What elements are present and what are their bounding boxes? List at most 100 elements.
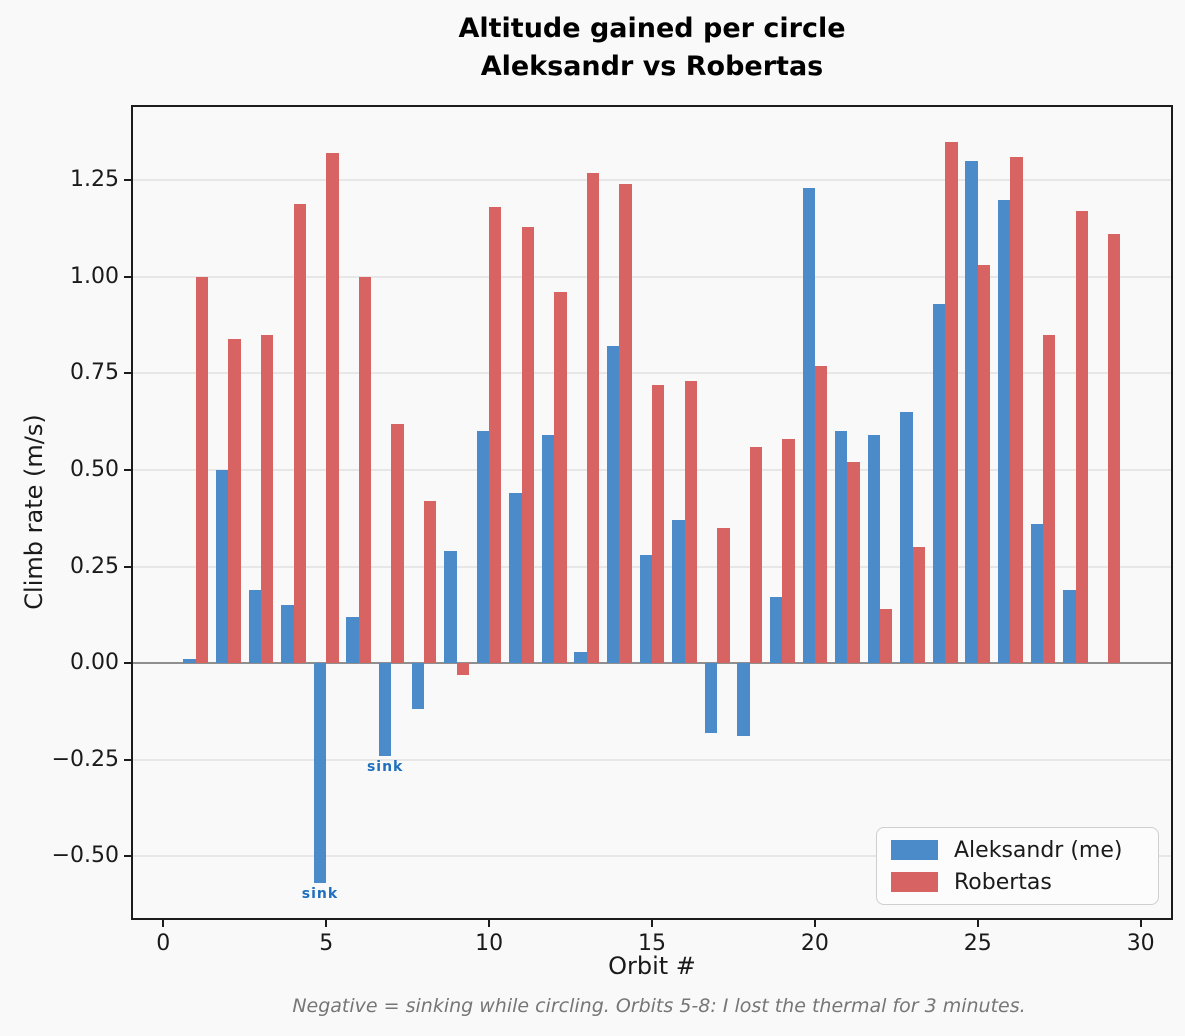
bar-aleksandr-orbit-26 — [998, 199, 1011, 664]
y-tick-label-−0.50: −0.50 — [51, 843, 119, 869]
chart-title-line2: Aleksandr vs Robertas — [480, 51, 824, 83]
gridline-y-1.25 — [133, 179, 1171, 182]
bar-aleksandr-orbit-23 — [900, 412, 913, 664]
bar-robertas-orbit-24 — [945, 141, 958, 664]
gridline-y-−0.25 — [133, 758, 1171, 761]
bar-aleksandr-orbit-28 — [1063, 589, 1076, 664]
x-tick-label-0: 0 — [156, 931, 171, 956]
x-tick-label-5: 5 — [319, 931, 334, 956]
y-tick-mark-−0.25 — [124, 758, 133, 761]
y-tick-label-0.75: 0.75 — [70, 360, 119, 386]
y-tick-mark-1.00 — [124, 275, 133, 278]
bar-robertas-orbit-21 — [847, 462, 860, 664]
sink-annotation-1: sink — [301, 886, 339, 903]
bar-robertas-orbit-8 — [423, 500, 437, 664]
legend-swatch-robertas — [891, 872, 938, 892]
x-tick-mark-25 — [976, 918, 979, 927]
y-tick-label-1.25: 1.25 — [70, 167, 119, 193]
bar-robertas-orbit-16 — [684, 381, 697, 664]
bar-aleksandr-orbit-21 — [835, 431, 848, 664]
bar-robertas-orbit-25 — [977, 265, 991, 664]
bar-robertas-orbit-23 — [912, 547, 925, 664]
bar-robertas-orbit-5 — [326, 153, 339, 664]
bar-aleksandr-orbit-3 — [248, 589, 262, 664]
legend-swatch-aleksandr — [891, 840, 938, 860]
gridline-y-0.00 — [133, 662, 1171, 665]
bar-aleksandr-orbit-16 — [672, 520, 685, 664]
bar-robertas-orbit-3 — [261, 334, 274, 664]
bar-aleksandr-orbit-25 — [965, 161, 978, 664]
bar-aleksandr-orbit-22 — [867, 435, 881, 664]
x-tick-label-20: 20 — [800, 931, 829, 956]
bar-aleksandr-orbit-1 — [183, 659, 196, 664]
bar-aleksandr-orbit-6 — [346, 616, 359, 664]
bar-robertas-orbit-22 — [880, 609, 893, 664]
plot-area: sink sink — [133, 107, 1171, 918]
bar-aleksandr-orbit-12 — [541, 435, 555, 664]
bar-robertas-orbit-6 — [358, 276, 372, 664]
bar-robertas-orbit-26 — [1010, 157, 1023, 664]
bar-robertas-orbit-10 — [489, 207, 502, 664]
y-tick-label-1.00: 1.00 — [70, 263, 119, 289]
legend-item-robertas: Robertas — [891, 870, 1144, 895]
bar-aleksandr-orbit-10 — [476, 431, 490, 664]
gridline-y-−0.50 — [133, 855, 1171, 858]
bar-robertas-orbit-7 — [391, 423, 404, 664]
x-tick-mark-5 — [325, 918, 328, 927]
y-tick-mark-1.25 — [124, 179, 133, 182]
bar-aleksandr-orbit-17 — [704, 663, 718, 733]
gridline-y-1.00 — [133, 275, 1171, 278]
x-tick-mark-15 — [651, 918, 653, 927]
bar-robertas-orbit-1 — [195, 276, 209, 664]
x-tick-mark-20 — [813, 918, 816, 927]
y-tick-mark-0.00 — [124, 662, 133, 665]
y-tick-mark-0.25 — [124, 565, 133, 568]
bar-robertas-orbit-11 — [521, 226, 535, 664]
legend-label-aleksandr: Aleksandr (me) — [954, 837, 1123, 863]
y-tick-label-0.25: 0.25 — [70, 553, 119, 579]
bar-robertas-orbit-13 — [586, 172, 600, 664]
bar-robertas-orbit-27 — [1042, 334, 1056, 664]
y-tick-mark-0.50 — [124, 469, 133, 472]
bar-robertas-orbit-4 — [293, 203, 306, 664]
chart-title: Altitude gained per circle Aleksandr vs … — [133, 10, 1171, 87]
bar-aleksandr-orbit-4 — [281, 605, 294, 664]
bar-aleksandr-orbit-11 — [509, 493, 522, 664]
bar-aleksandr-orbit-14 — [607, 346, 620, 664]
y-tick-mark-−0.50 — [124, 855, 133, 858]
bar-robertas-orbit-29 — [1108, 234, 1121, 664]
y-tick-label-−0.25: −0.25 — [51, 746, 119, 772]
bar-robertas-orbit-2 — [228, 338, 241, 664]
bar-robertas-orbit-17 — [717, 527, 730, 664]
x-tick-mark-0 — [162, 918, 165, 927]
sink-annotation-2: sink — [366, 758, 404, 775]
bar-robertas-orbit-18 — [749, 446, 763, 664]
bar-aleksandr-orbit-2 — [216, 470, 229, 664]
bar-aleksandr-orbit-9 — [444, 551, 457, 664]
gridline-y-0.75 — [133, 372, 1171, 375]
bar-aleksandr-orbit-13 — [574, 651, 587, 664]
bar-robertas-orbit-20 — [814, 365, 828, 664]
x-axis-label: Orbit # — [608, 952, 696, 980]
bar-robertas-orbit-19 — [782, 439, 795, 664]
bar-aleksandr-orbit-7 — [378, 663, 392, 756]
bar-aleksandr-orbit-18 — [737, 663, 750, 737]
legend-item-aleksandr: Aleksandr (me) — [891, 838, 1144, 863]
y-tick-label-0.50: 0.50 — [70, 457, 119, 483]
bar-aleksandr-orbit-15 — [639, 554, 652, 664]
chart-title-line1: Altitude gained per circle — [458, 13, 846, 44]
bar-robertas-orbit-9 — [456, 663, 469, 675]
legend-label-robertas: Robertas — [954, 869, 1052, 895]
bar-robertas-orbit-28 — [1075, 211, 1088, 664]
y-tick-mark-0.75 — [124, 372, 133, 375]
bar-aleksandr-orbit-5 — [313, 663, 327, 884]
y-tick-label-0.00: 0.00 — [70, 650, 119, 676]
bar-aleksandr-orbit-8 — [411, 663, 424, 710]
x-tick-mark-30 — [1139, 918, 1142, 927]
bar-aleksandr-orbit-19 — [769, 597, 783, 664]
caption-text: Negative = sinking while circling. Orbit… — [292, 995, 1026, 1017]
bar-robertas-orbit-14 — [619, 184, 632, 664]
bar-aleksandr-orbit-27 — [1030, 524, 1043, 664]
y-axis-label: Climb rate (m/s) — [20, 414, 48, 610]
